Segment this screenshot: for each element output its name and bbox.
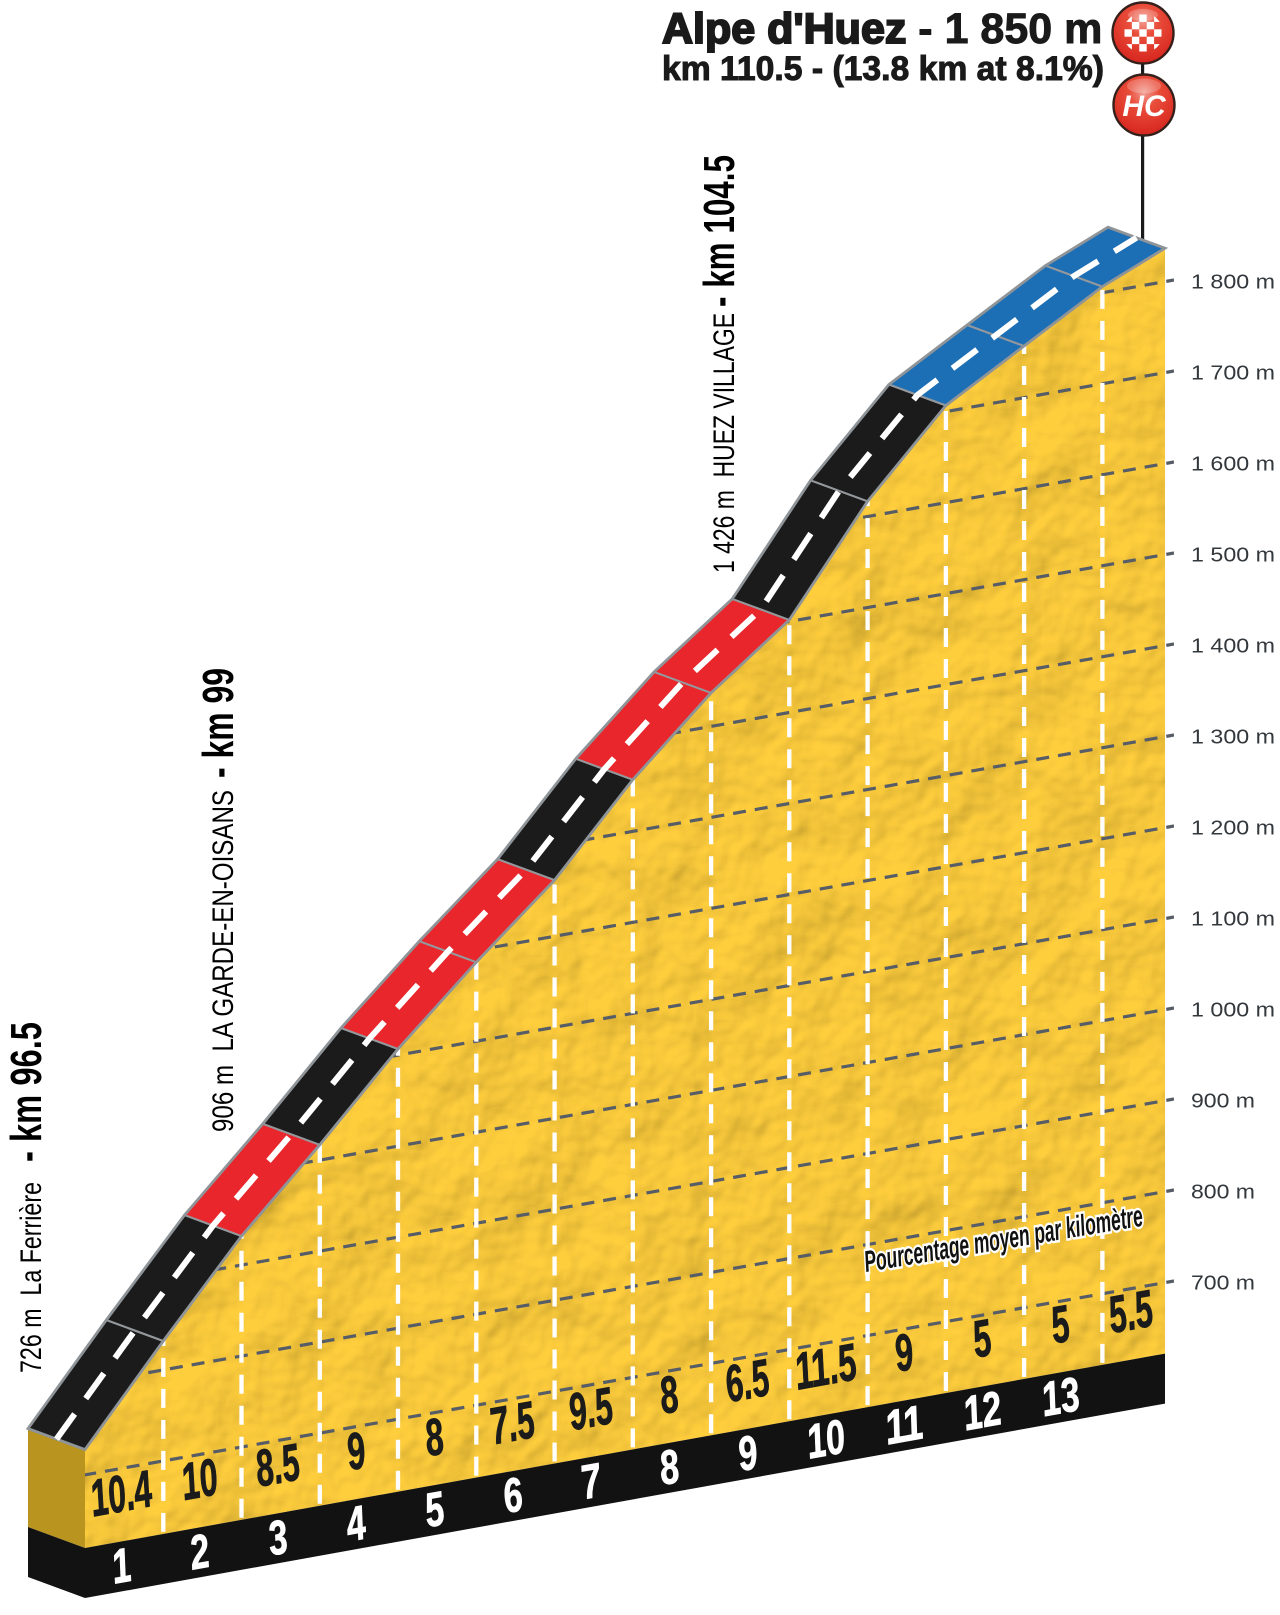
svg-text:- km 96.5: - km 96.5 (2, 1022, 51, 1162)
svg-text:9.5: 9.5 (564, 1377, 618, 1442)
svg-text:700 m: 700 m (1191, 1273, 1255, 1295)
svg-text:HC: HC (1122, 90, 1167, 123)
svg-text:1 700 m: 1 700 m (1191, 363, 1275, 385)
svg-text:- km 104.5: - km 104.5 (695, 155, 744, 307)
svg-text:800 m: 800 m (1191, 1182, 1255, 1204)
svg-text:6.5: 6.5 (720, 1349, 774, 1414)
svg-text:Alpe d'Huez - 1 850 m: Alpe d'Huez - 1 850 m (662, 5, 1102, 53)
svg-text:1 000 m: 1 000 m (1191, 1000, 1275, 1022)
svg-text:726 m La Ferrière: 726 m La Ferrière (15, 1182, 48, 1373)
svg-text:- km 99: - km 99 (194, 668, 243, 778)
svg-text:1 600 m: 1 600 m (1191, 454, 1275, 476)
svg-text:1 426 m HUEZ VILLAGE: 1 426 m HUEZ VILLAGE (708, 313, 741, 573)
svg-text:1 800 m: 1 800 m (1191, 272, 1275, 294)
svg-text:11.5: 11.5 (790, 1333, 862, 1401)
svg-text:1 400 m: 1 400 m (1191, 636, 1275, 658)
svg-text:906 m LA GARDE-EN-OISANS: 906 m LA GARDE-EN-OISANS (207, 790, 240, 1132)
svg-text:1 500 m: 1 500 m (1191, 545, 1275, 567)
svg-text:11: 11 (881, 1396, 928, 1455)
svg-text:13: 13 (1037, 1368, 1084, 1427)
svg-text:1 100 m: 1 100 m (1191, 909, 1275, 931)
svg-text:1 200 m: 1 200 m (1191, 818, 1275, 840)
svg-text:km 110.5 - (13.8 km at 8.1%): km 110.5 - (13.8 km at 8.1%) (662, 50, 1104, 88)
svg-text:1 300 m: 1 300 m (1191, 727, 1275, 749)
svg-text:900 m: 900 m (1191, 1091, 1255, 1113)
svg-text:10.4: 10.4 (85, 1460, 156, 1528)
